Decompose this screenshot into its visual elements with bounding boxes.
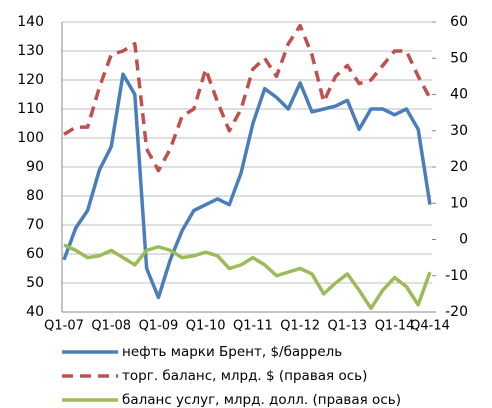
y2-tick-label: -20 [445, 304, 468, 320]
y2-tick-label: 0 [459, 232, 468, 248]
x-tick-label: Q1-11 [233, 319, 273, 334]
x-tick-label: Q1-08 [91, 319, 131, 334]
series-line [62, 72, 432, 300]
y2-tick-label: 40 [450, 87, 468, 103]
y-tick-label: 130 [17, 43, 44, 59]
x-tick-label: Q1-07 [44, 319, 84, 334]
legend-label: баланс услуг, млрд. долл. (правая ось) [122, 392, 401, 408]
y2-tick-label: 10 [450, 195, 468, 211]
x-tick-label: Q1-13 [327, 319, 367, 334]
y2-tick-label: 50 [450, 50, 468, 66]
legend-label: нефть марки Брент, $/баррель [122, 344, 342, 360]
y-tick-label: 60 [26, 246, 44, 262]
legend-label: торг. баланс, млрд. $ (правая ось) [122, 368, 367, 384]
y2-tick-label: 20 [450, 159, 468, 175]
x-tick-label: Q1-10 [186, 319, 226, 334]
y-tick-label: 140 [17, 14, 44, 30]
y-tick-label: 90 [26, 159, 44, 175]
y2-tick-label: 60 [450, 14, 468, 30]
y-tick-label: 50 [26, 275, 44, 291]
x-tick-label: Q4-14 [410, 319, 450, 334]
y-tick-label: 120 [17, 72, 44, 88]
y2-tick-label: -10 [445, 268, 468, 284]
y2-tick-label: 30 [450, 123, 468, 139]
series-line [63, 243, 432, 311]
series-line [63, 23, 432, 173]
y-tick-label: 70 [26, 217, 44, 233]
y-tick-label: 80 [26, 188, 44, 204]
y-tick-label: 100 [17, 130, 44, 146]
x-tick-label: Q1-09 [139, 319, 179, 334]
y-tick-label: 110 [17, 101, 44, 117]
x-tick-label: Q1-14 [375, 319, 415, 334]
x-tick-label: Q1-12 [280, 319, 320, 334]
y-tick-label: 40 [26, 304, 44, 320]
